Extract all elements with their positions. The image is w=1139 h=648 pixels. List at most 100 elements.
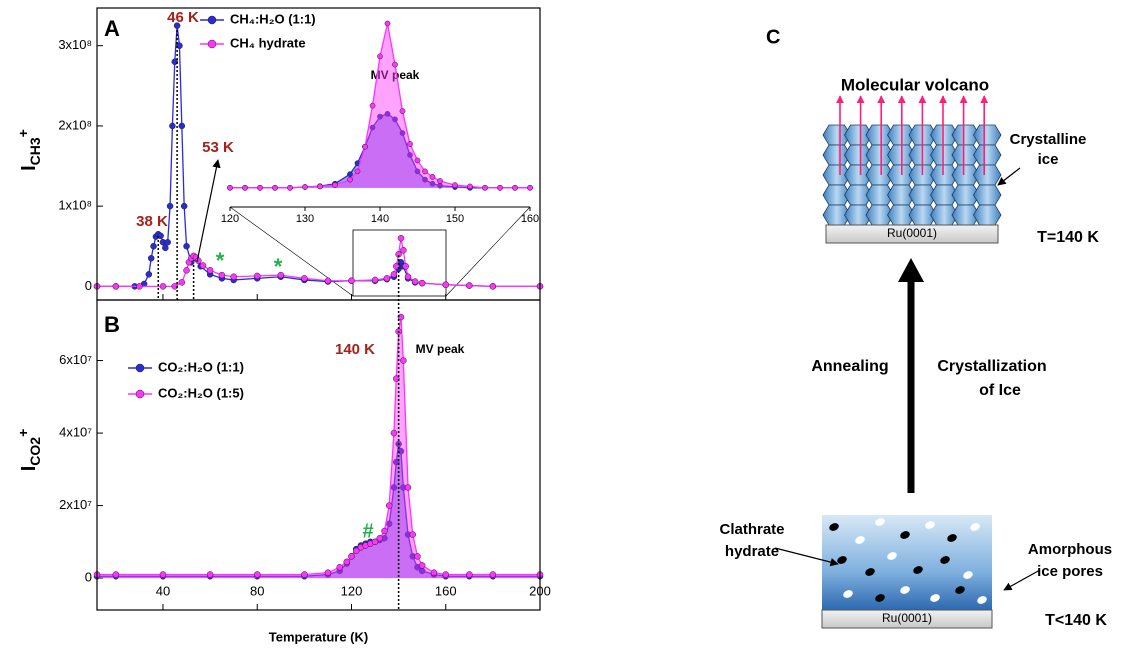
point [200,263,206,269]
legend-marker [136,364,144,372]
point [392,62,397,67]
point [386,503,392,509]
x-tick-label: 40 [156,583,170,598]
y-axis-label-sub: CH3 [27,137,43,165]
point [419,280,425,286]
point [347,172,352,177]
y-tick-label: 1x10⁸ [58,198,92,213]
point [184,267,190,273]
point [287,185,292,190]
point [301,275,307,281]
arrow-label: Crystallization [937,358,1046,375]
point [242,185,247,190]
y-tick-label: 4x10⁷ [59,425,92,440]
point [497,185,502,190]
panel-label: C [766,26,780,48]
annotation: B [104,312,120,337]
marker-label: 140 K [335,341,375,358]
temperature: T<140 K [1045,612,1107,629]
point [160,571,166,577]
point [384,275,390,281]
figure: 01x10⁸2x10⁸3x10⁸38 K46 K53 KAMV peak**CH… [0,0,1139,648]
x-tick-label: 160 [521,213,539,225]
ice-label: Crystalline [1010,131,1087,148]
point [348,553,354,559]
substrate-label: Ru(0001) [882,611,932,625]
annotation: MV peak [416,342,465,356]
point [169,123,175,129]
y-tick-label: 6x10⁷ [59,352,92,367]
point [113,571,119,577]
point [381,528,387,534]
point [325,570,331,576]
point [160,283,166,289]
point [467,184,472,189]
marker-label: 38 K [136,213,168,230]
x-axis-label: Temperature (K) [269,629,368,644]
point [377,535,383,541]
pores-label: ice pores [1037,563,1103,580]
point [317,184,322,189]
point [337,564,343,570]
legend-marker [136,390,144,398]
point [332,182,337,187]
annotation: # [362,520,373,542]
point [348,278,354,284]
marker-label: 46 K [167,9,199,26]
point [482,185,487,190]
point [407,141,412,146]
point [370,103,375,108]
y-axis-label-sup: + [15,129,31,137]
y-axis-label-sub: CO2 [27,437,43,466]
point [254,273,260,279]
legend-marker [208,40,216,48]
point [391,430,397,436]
point [207,571,213,577]
point [257,185,262,190]
point [355,169,360,174]
point [165,239,171,245]
point [437,178,442,183]
legend-marker [208,16,216,24]
point [527,185,532,190]
point [403,263,409,269]
point [181,203,187,209]
legend-label: CO₂:H₂O (1:5) [158,385,244,400]
point [422,169,427,174]
point [400,109,405,114]
x-tick-label: 120 [221,213,239,225]
point [272,185,277,190]
x-tick-label: 80 [250,583,264,598]
point [146,271,152,277]
point [113,283,119,289]
point [347,177,352,182]
y-tick-label: 3x10⁸ [58,37,92,52]
ice-cell [974,165,1002,185]
ice-cell [974,125,1002,145]
point [443,282,449,288]
y-tick-label: 0 [85,278,92,293]
point [219,272,225,278]
point [301,571,307,577]
point [419,562,425,568]
arrow-label: Annealing [811,358,888,375]
arrow-label: of Ice [979,382,1021,399]
point [362,144,367,149]
legend-label: CO₂:H₂O (1:1) [158,359,244,374]
pores-label: Amorphous [1028,541,1112,558]
point [415,158,420,163]
marker-label: 53 K [202,139,234,156]
point [195,258,201,264]
x-tick-label: 150 [446,213,464,225]
point [227,185,232,190]
point [372,277,378,283]
point [179,279,185,285]
point [405,484,411,490]
hydrate-label: Clathrate [719,521,784,538]
point [490,571,496,577]
point [136,283,142,289]
point [430,174,435,179]
point [167,203,173,209]
point [344,559,350,565]
x-tick-label: 160 [435,583,457,598]
